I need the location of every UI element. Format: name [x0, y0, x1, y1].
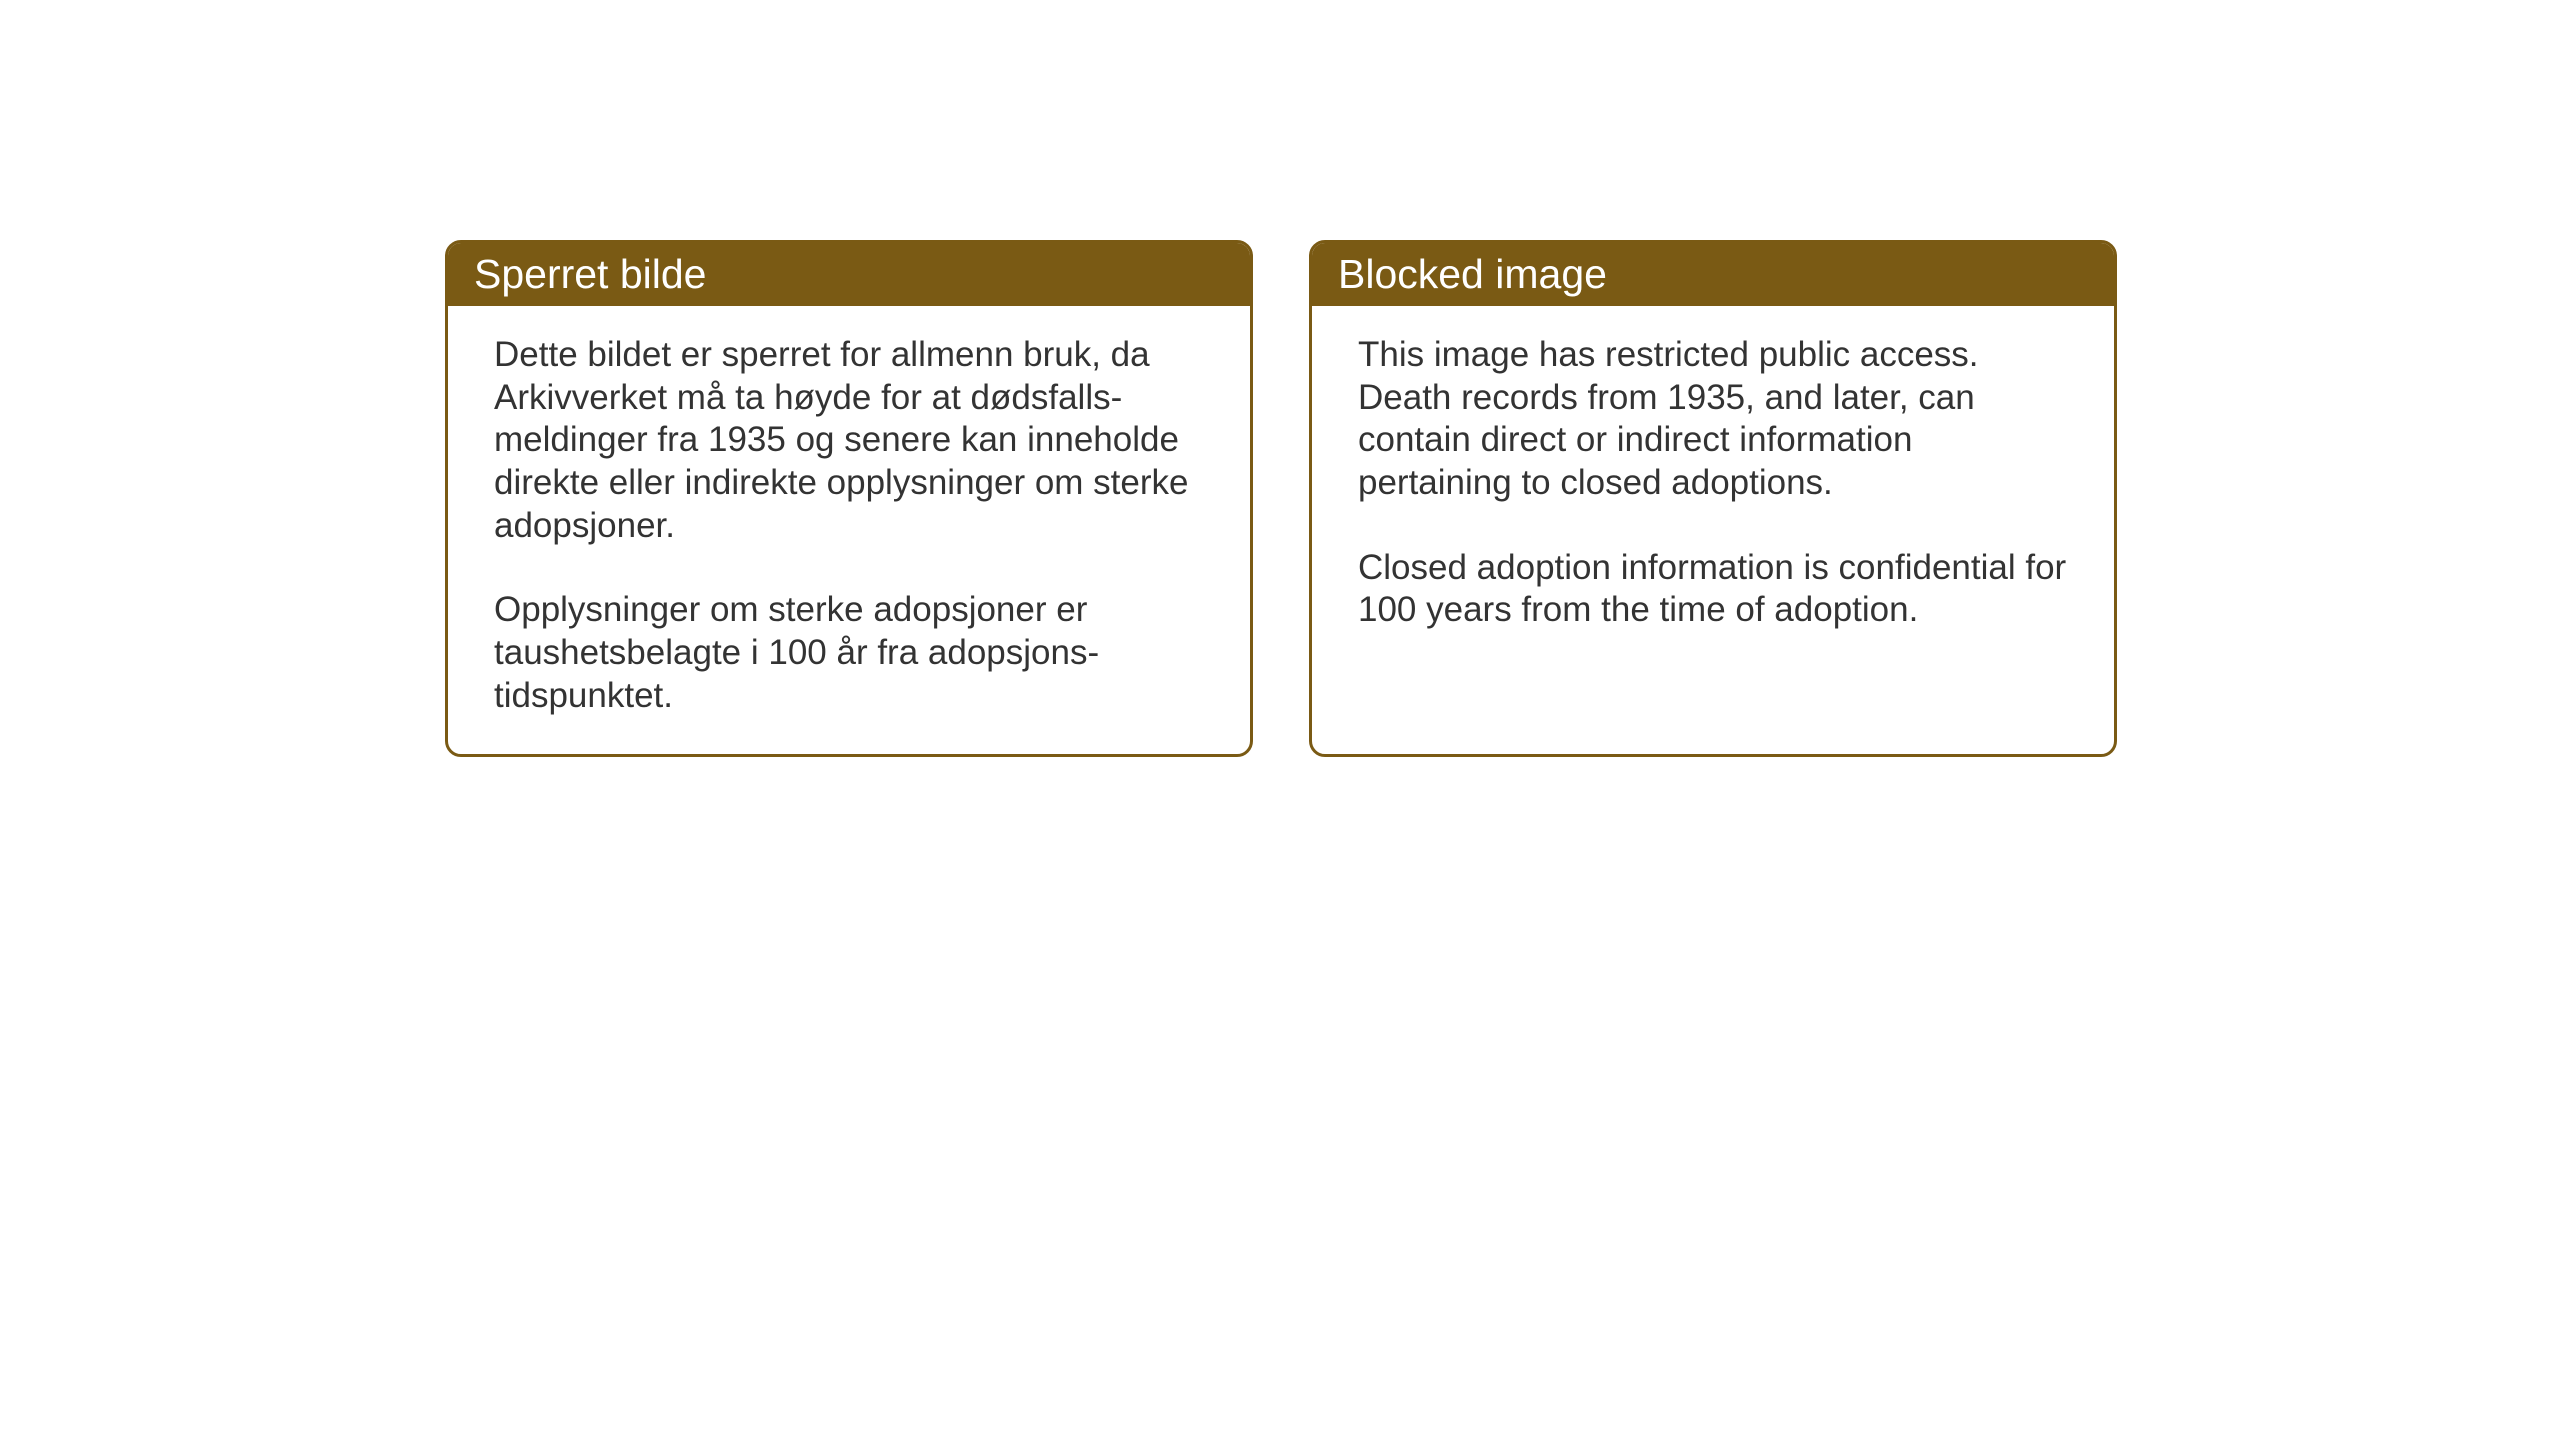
- card-header-english: Blocked image: [1312, 243, 2114, 306]
- card-paragraph: Opplysninger om sterke adopsjoner er tau…: [494, 589, 1204, 717]
- card-body-norwegian: Dette bildet er sperret for allmenn bruk…: [448, 306, 1250, 754]
- card-header-norwegian: Sperret bilde: [448, 243, 1250, 306]
- notice-card-english: Blocked image This image has restricted …: [1309, 240, 2117, 757]
- card-title: Sperret bilde: [474, 251, 706, 297]
- card-paragraph: This image has restricted public access.…: [1358, 334, 2068, 505]
- notice-container: Sperret bilde Dette bildet er sperret fo…: [445, 240, 2117, 757]
- card-paragraph: Dette bildet er sperret for allmenn bruk…: [494, 334, 1204, 547]
- notice-card-norwegian: Sperret bilde Dette bildet er sperret fo…: [445, 240, 1253, 757]
- card-body-english: This image has restricted public access.…: [1312, 306, 2114, 746]
- card-paragraph: Closed adoption information is confident…: [1358, 547, 2068, 632]
- card-title: Blocked image: [1338, 251, 1607, 297]
